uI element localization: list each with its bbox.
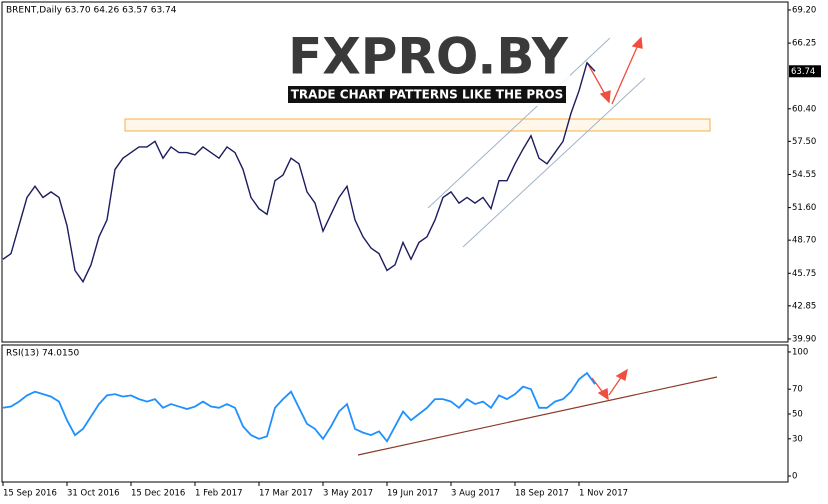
resistance-zone (124, 118, 711, 132)
y-tick-label: 50 (792, 409, 803, 419)
series-line (2, 61, 596, 284)
y-tick-label: 100 (792, 347, 808, 357)
slogan: TRADE CHART PATTERNS LIKE THE PROS (291, 88, 564, 102)
slogan-bar (288, 86, 566, 103)
y-tick-label: 70 (792, 385, 803, 395)
y-tick-label: 57.50 (792, 137, 816, 147)
last-price-box (789, 65, 821, 78)
y-tick-label: 30 (792, 434, 803, 444)
x-tick-label: 31 Oct 2016 (67, 489, 120, 499)
y-tick-label: 42.85 (792, 301, 816, 311)
logo: FXPRO.BY (288, 28, 569, 86)
x-tick-label: 17 Mar 2017 (259, 489, 313, 499)
y-tick-label: 39.90 (792, 334, 816, 344)
channel-lower (462, 77, 646, 248)
arrows (587, 36, 643, 401)
channel-upper (427, 37, 611, 209)
y-tick-label: 54.55 (792, 170, 816, 180)
x-tick-label: 3 Aug 2017 (451, 489, 500, 499)
y-tick-label: 51.60 (792, 203, 816, 213)
y-tick-label: 69.20 (792, 5, 816, 15)
y-tick-label: 0 (792, 472, 797, 482)
chart-title: BRENT,Daily 63.70 64.26 63.57 63.74 (6, 6, 177, 16)
y-tick-label: 60.40 (792, 104, 816, 114)
x-tick-label: 1 Nov 2017 (579, 489, 628, 499)
x-tick-label: 1 Feb 2017 (195, 489, 243, 499)
x-tick-label: 3 May 2017 (323, 489, 373, 499)
rsi-panel (1, 344, 789, 483)
rsi-trendline (357, 376, 718, 456)
x-tick-label: 18 Sep 2017 (515, 489, 569, 499)
x-tick-label: 15 Dec 2016 (131, 489, 185, 499)
last-price: 63.74 (791, 67, 815, 77)
y-tick-label: 45.75 (792, 269, 816, 279)
y-tick-label: 48.70 (792, 236, 816, 246)
y-tick-label: 66.25 (792, 39, 816, 49)
x-tick-label: 15 Sep 2016 (3, 489, 57, 499)
x-tick-label: 19 Jun 2017 (387, 489, 438, 499)
series-line (2, 371, 596, 443)
rsi-title: RSI(13) 74.0150 (6, 349, 79, 359)
